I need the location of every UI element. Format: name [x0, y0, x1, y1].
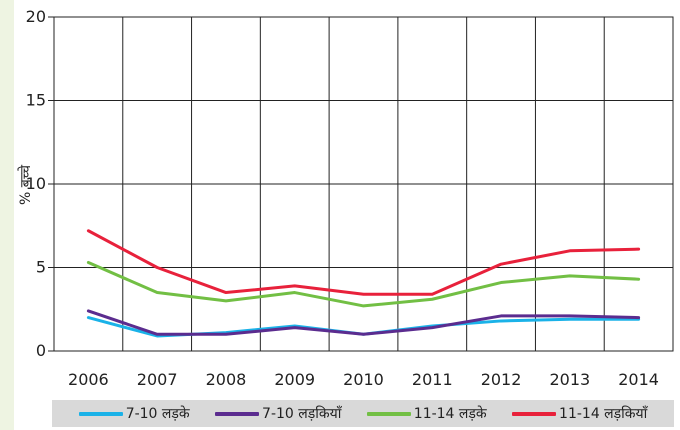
- y-axis-label: % बच्चे: [17, 164, 34, 205]
- x-tick-labels: 2006 2007 2008 2009 2010 2011 2012 2013 2014: [68, 370, 659, 389]
- series-line-4: [86, 229, 641, 296]
- y-tick-label: 5: [36, 258, 46, 277]
- y-tick-label: 15: [26, 91, 46, 110]
- x-tick-label: 2013: [549, 370, 590, 389]
- x-tick-label: 2010: [343, 370, 384, 389]
- legend-label: 7-10 लड़कियाँ: [262, 406, 342, 422]
- y-tick-labels: 0 5 10 15 20: [26, 7, 46, 360]
- series-lines: [86, 229, 641, 338]
- legend-swatch: [512, 411, 557, 416]
- left-margin-strip: [0, 0, 14, 430]
- x-tick-label: 2007: [137, 370, 178, 389]
- x-tick-label: 2011: [412, 370, 453, 389]
- legend-swatch: [78, 411, 123, 416]
- legend-label: 7-10 लड़के: [125, 406, 190, 422]
- plot-frame: [53, 16, 674, 352]
- y-tick-label: 20: [26, 7, 46, 26]
- legend-item-girls-11-14: 11-14 लड़कियाँ: [512, 404, 647, 423]
- legend-swatch: [366, 411, 411, 416]
- legend-item-boys-11-14: 11-14 लड़के: [366, 404, 487, 423]
- y-tick-label: 0: [36, 341, 46, 360]
- legend-swatch: [215, 411, 260, 416]
- x-tick-label: 2012: [481, 370, 522, 389]
- legend-item-girls-7-10: 7-10 लड़कियाँ: [215, 404, 341, 423]
- x-tick-label: 2008: [206, 370, 247, 389]
- x-tick-label: 2006: [68, 370, 109, 389]
- legend-label: 11-14 लड़कियाँ: [559, 406, 648, 422]
- legend-label: 11-14 लड़के: [413, 406, 487, 422]
- grid-lines: [48, 16, 673, 352]
- x-tick-label: 2014: [618, 370, 659, 389]
- series-line-3: [86, 260, 641, 308]
- legend-item-boys-7-10: 7-10 लड़के: [78, 404, 190, 423]
- x-tick-label: 2009: [274, 370, 315, 389]
- y-tick-label: 10: [26, 174, 46, 193]
- series-line-2: [86, 309, 641, 336]
- chart-legend: 7-10 लड़के 7-10 लड़कियाँ 11-14 लड़के 11-…: [52, 400, 674, 427]
